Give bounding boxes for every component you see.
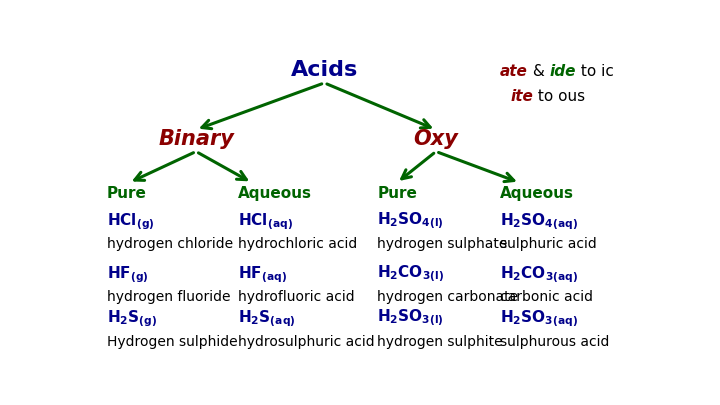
Text: ite: ite bbox=[510, 90, 533, 104]
Text: $\mathbf{H_2S_{(g)}}$: $\mathbf{H_2S_{(g)}}$ bbox=[107, 308, 157, 328]
Text: ide: ide bbox=[550, 64, 576, 79]
Text: $\mathbf{HCl_{(g)}}$: $\mathbf{HCl_{(g)}}$ bbox=[107, 211, 155, 232]
Text: Oxy: Oxy bbox=[413, 129, 459, 149]
Text: carbonic acid: carbonic acid bbox=[500, 290, 593, 303]
Text: $\mathbf{H_2S_{(aq)}}$: $\mathbf{H_2S_{(aq)}}$ bbox=[238, 308, 295, 328]
Text: hydrofluoric acid: hydrofluoric acid bbox=[238, 290, 354, 303]
Text: $\mathbf{H_2SO_{3(l)}}$: $\mathbf{H_2SO_{3(l)}}$ bbox=[377, 308, 444, 329]
Text: Aqueous: Aqueous bbox=[500, 186, 574, 201]
Text: $\mathbf{H_2SO_{4(l)}}$: $\mathbf{H_2SO_{4(l)}}$ bbox=[377, 211, 444, 232]
Text: ate: ate bbox=[500, 64, 528, 79]
Text: $\mathbf{H_2SO_{4(aq)}}$: $\mathbf{H_2SO_{4(aq)}}$ bbox=[500, 211, 578, 232]
Text: hydrogen sulphite: hydrogen sulphite bbox=[377, 335, 503, 349]
Text: sulphurous acid: sulphurous acid bbox=[500, 335, 610, 349]
Text: to ic: to ic bbox=[576, 64, 614, 79]
Text: Hydrogen sulphide: Hydrogen sulphide bbox=[107, 335, 238, 349]
Text: $\mathbf{HF_{(g)}}$: $\mathbf{HF_{(g)}}$ bbox=[107, 264, 148, 285]
Text: hydrogen carbonate: hydrogen carbonate bbox=[377, 290, 518, 303]
Text: hydrosulphuric acid: hydrosulphuric acid bbox=[238, 335, 374, 349]
Text: hydrogen fluoride: hydrogen fluoride bbox=[107, 290, 230, 303]
Text: $\mathbf{HCl_{(aq)}}$: $\mathbf{HCl_{(aq)}}$ bbox=[238, 211, 293, 232]
Text: $\mathbf{H_2SO_{3(aq)}}$: $\mathbf{H_2SO_{3(aq)}}$ bbox=[500, 308, 578, 328]
Text: $\mathbf{HF_{(aq)}}$: $\mathbf{HF_{(aq)}}$ bbox=[238, 264, 287, 285]
Text: Acids: Acids bbox=[291, 60, 358, 81]
Text: to ous: to ous bbox=[533, 90, 585, 104]
Text: Aqueous: Aqueous bbox=[238, 186, 312, 201]
Text: hydrogen sulphate: hydrogen sulphate bbox=[377, 237, 508, 251]
Text: $\mathbf{H_2CO_{3(aq)}}$: $\mathbf{H_2CO_{3(aq)}}$ bbox=[500, 264, 578, 285]
Text: Binary: Binary bbox=[158, 129, 234, 149]
Text: Pure: Pure bbox=[107, 186, 147, 201]
Text: Pure: Pure bbox=[377, 186, 418, 201]
Text: &: & bbox=[528, 64, 550, 79]
Text: $\mathbf{H_2CO_{3(l)}}$: $\mathbf{H_2CO_{3(l)}}$ bbox=[377, 264, 444, 286]
Text: sulphuric acid: sulphuric acid bbox=[500, 237, 597, 251]
Text: hydrogen chloride: hydrogen chloride bbox=[107, 237, 233, 251]
Text: hydrochloric acid: hydrochloric acid bbox=[238, 237, 357, 251]
